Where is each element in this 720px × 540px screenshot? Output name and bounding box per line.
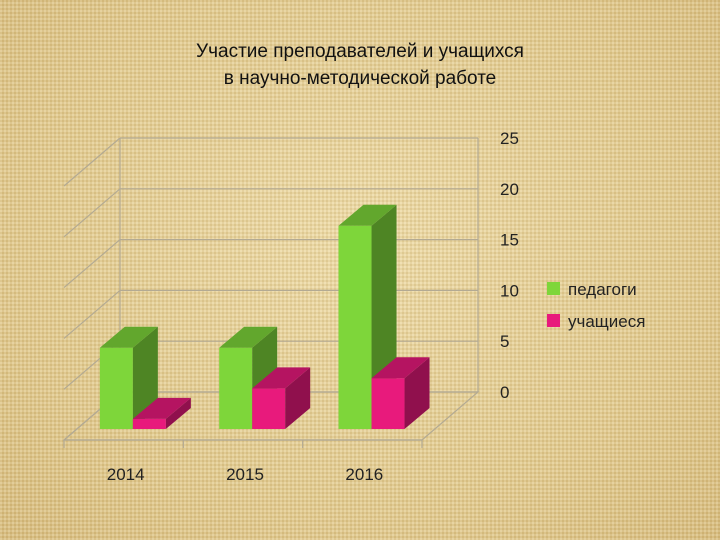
- bar-педагоги-2014: [99, 326, 158, 429]
- legend-swatch: [547, 314, 560, 327]
- y-tick-label: 15: [500, 231, 519, 250]
- bar-учащиеся-2015: [252, 367, 311, 429]
- gridline-side: [63, 289, 121, 339]
- bar-учащиеся-2016: [371, 357, 430, 429]
- bar-side: [165, 397, 191, 429]
- bar-front: [252, 388, 286, 429]
- gridline-side: [63, 137, 121, 187]
- y-tick-label: 5: [500, 332, 509, 351]
- y-tick-label: 25: [500, 129, 519, 148]
- legend-label: учащиеся: [568, 312, 645, 331]
- y-tick-label: 10: [500, 281, 519, 300]
- chart-title: Участие преподавателей и учащихся в науч…: [0, 38, 720, 92]
- bars: [99, 204, 430, 429]
- x-category-label: 2016: [345, 465, 383, 484]
- bar-учащиеся-2014: [132, 397, 191, 429]
- bar-top: [132, 397, 191, 419]
- bar-front: [219, 347, 253, 429]
- legend: педагоги учащиеся: [547, 280, 645, 331]
- bar-front: [99, 347, 133, 429]
- bar-top: [252, 367, 311, 389]
- gridline-side: [63, 188, 121, 238]
- bar-front: [338, 225, 372, 429]
- bar-top: [99, 326, 158, 348]
- gridline-side: [63, 239, 121, 289]
- legend-label: педагоги: [568, 280, 637, 299]
- x-axis-categories: 2014 2015 2016: [107, 465, 383, 484]
- x-category-label: 2015: [226, 465, 264, 484]
- bar-side: [404, 357, 430, 429]
- bar-top: [371, 357, 430, 379]
- x-category-label: 2014: [107, 465, 145, 484]
- bar-front: [132, 418, 166, 429]
- bar-top: [338, 204, 397, 226]
- chart-title-line-1: Участие преподавателей и учащихся: [196, 41, 524, 62]
- bar-side: [285, 367, 311, 429]
- y-tick-label: 20: [500, 180, 519, 199]
- chart-title-line-2: в научно-методической работе: [223, 68, 497, 89]
- bar-front: [371, 378, 405, 429]
- bar-top: [219, 326, 278, 348]
- y-axis-ticks: 0 5 10 15 20 25: [500, 129, 519, 402]
- legend-swatch: [547, 282, 560, 295]
- y-tick-label: 0: [500, 383, 509, 402]
